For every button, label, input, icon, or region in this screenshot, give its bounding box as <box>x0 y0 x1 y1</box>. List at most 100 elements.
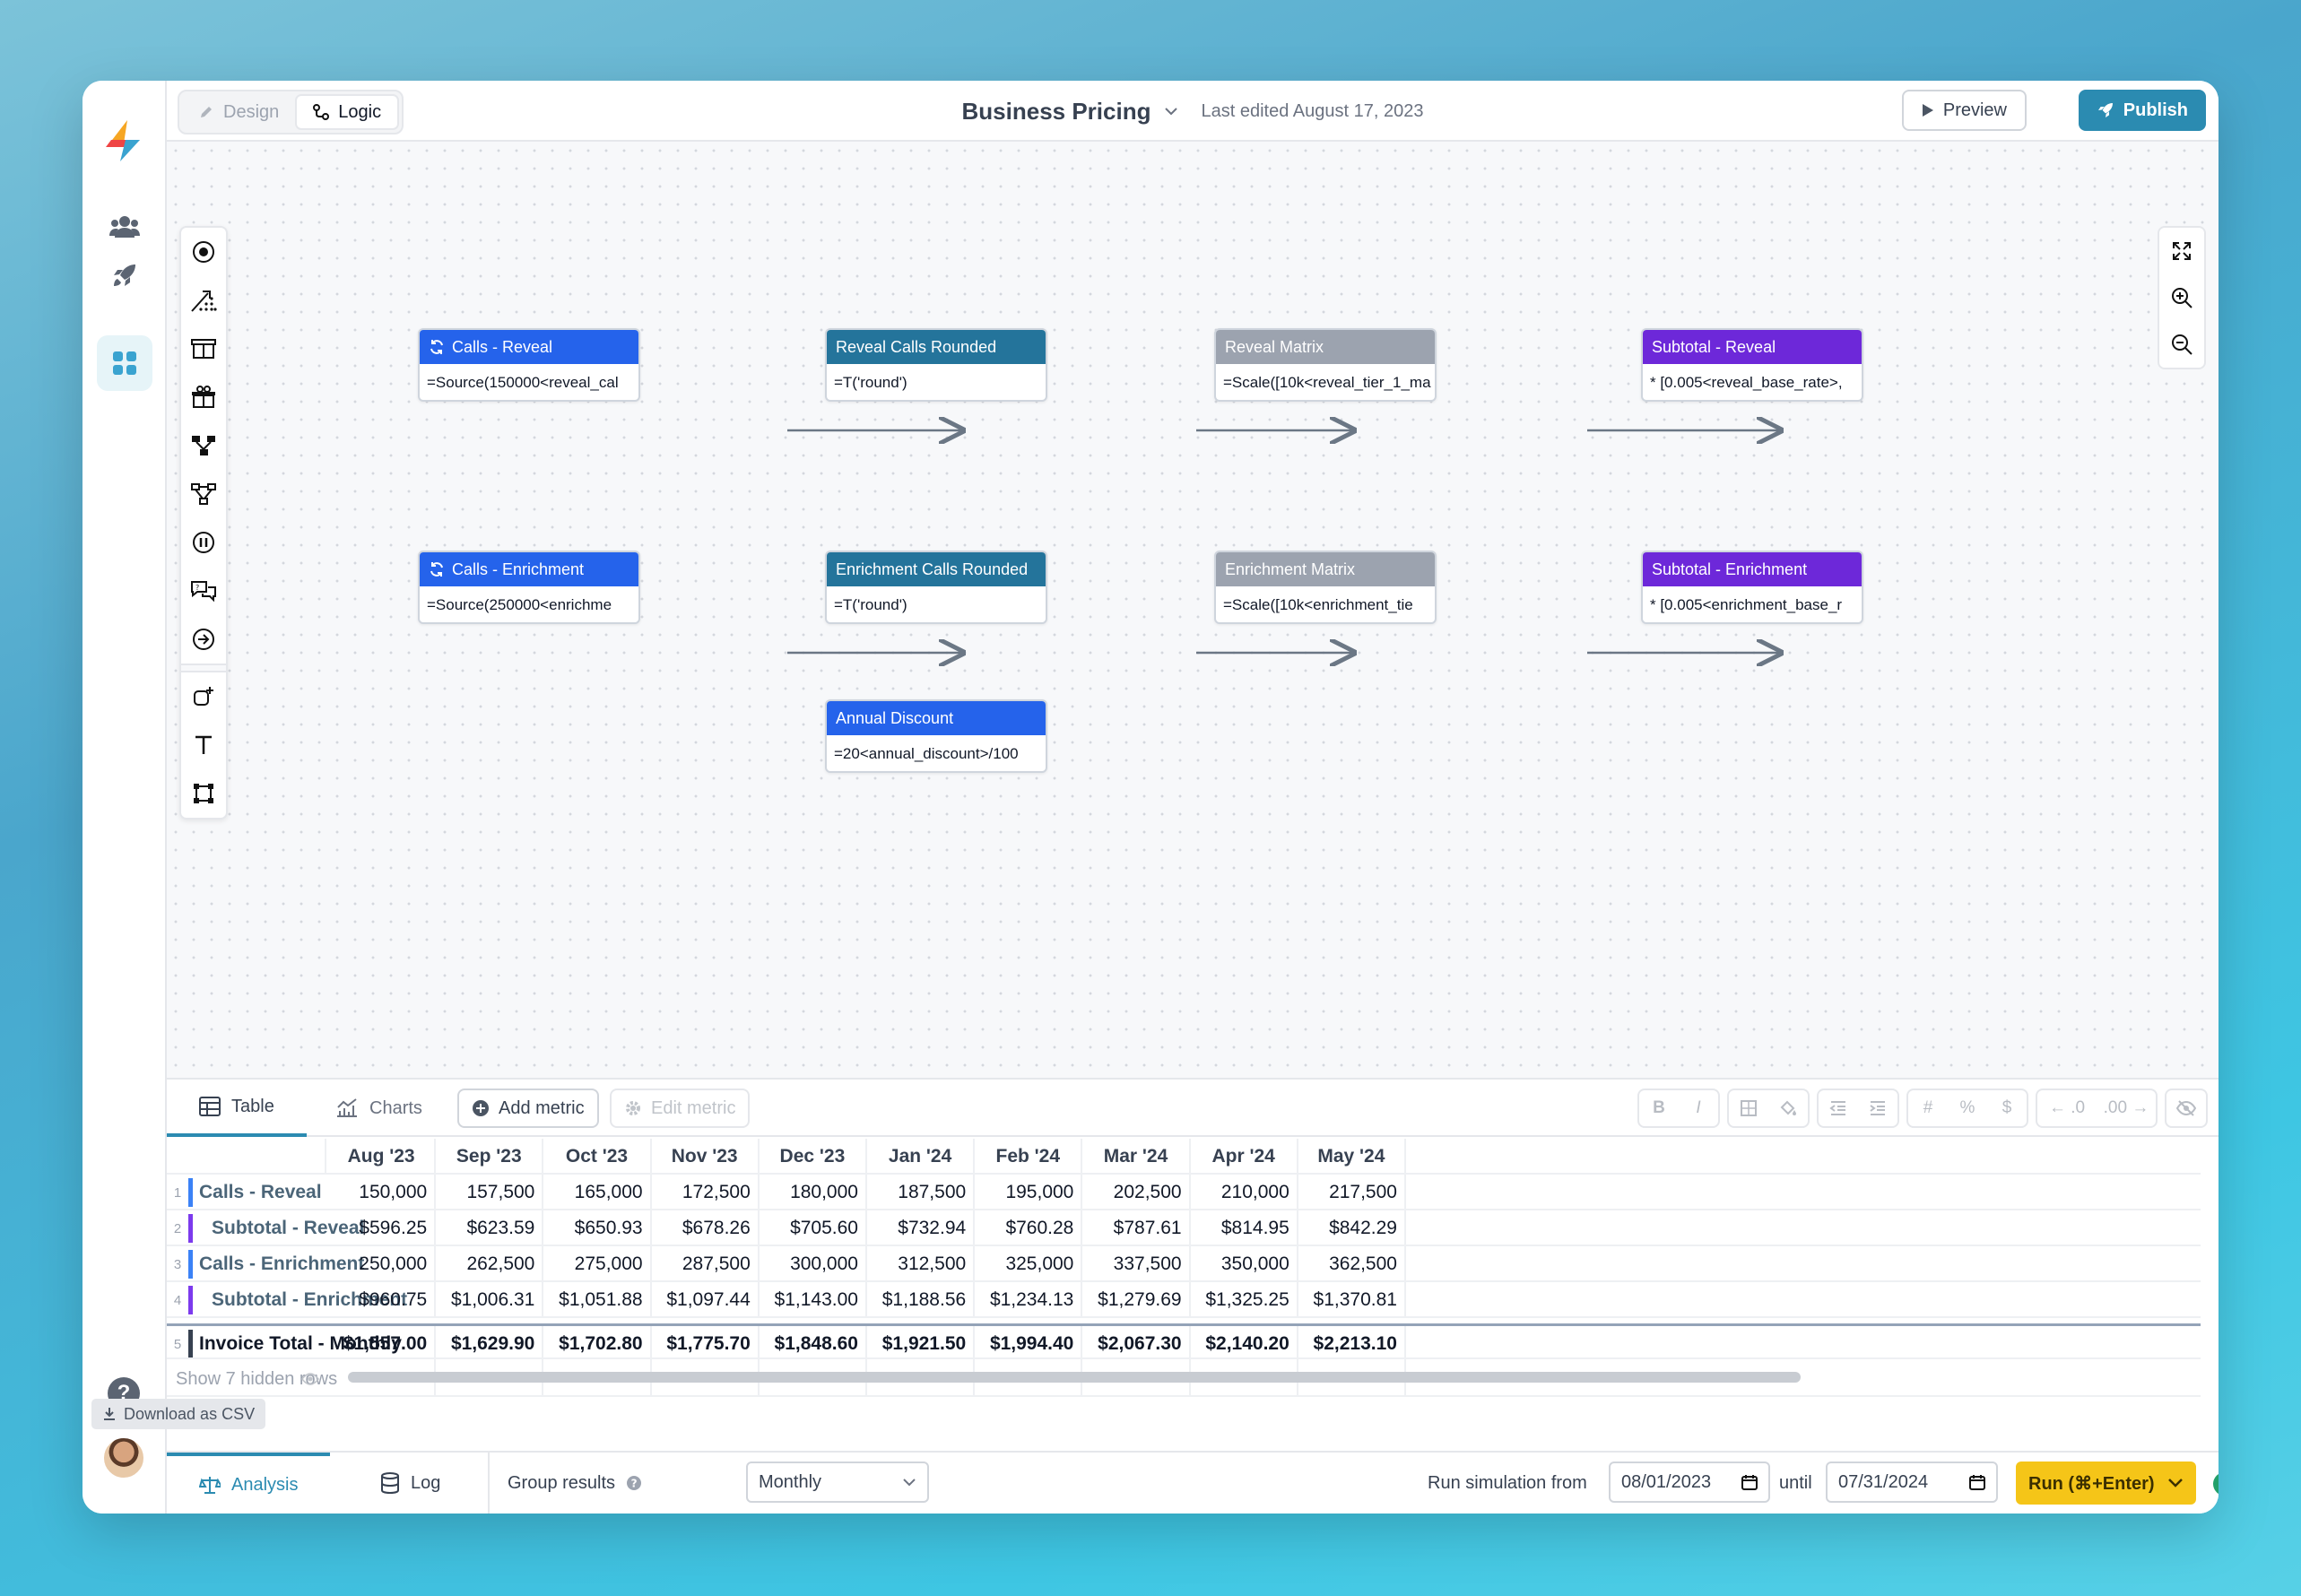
table-cell[interactable]: $1,994.40 <box>975 1326 1083 1362</box>
table-cell[interactable]: $2,213.10 <box>1298 1326 1406 1362</box>
app-logo[interactable] <box>104 118 145 163</box>
column-header[interactable]: Oct '23 <box>543 1139 652 1175</box>
growth-node-icon[interactable] <box>181 276 226 325</box>
node-formula[interactable]: =20<annual_discount>/100 <box>834 745 1019 762</box>
table-cell[interactable]: $1,557.00 <box>328 1326 437 1362</box>
logic-node[interactable]: Enrichment Calls Rounded =T('round') <box>825 551 1047 624</box>
zoom-out-icon[interactable] <box>2159 321 2204 368</box>
tab-charts[interactable]: Charts <box>303 1080 455 1137</box>
table-cell[interactable]: $1,006.31 <box>436 1282 544 1318</box>
logic-canvas[interactable]: ? Calls - Reveal =Source(150000<reveal_ca… <box>167 142 2219 1078</box>
avatar[interactable] <box>102 1436 145 1479</box>
table-cell[interactable]: 165,000 <box>543 1175 652 1210</box>
table-cell[interactable]: 187,500 <box>867 1175 976 1210</box>
design-mode-button[interactable]: Design <box>182 94 295 130</box>
table-cell[interactable]: $2,140.20 <box>1191 1326 1298 1362</box>
table-cell[interactable]: 325,000 <box>975 1246 1083 1282</box>
zoom-in-icon[interactable] <box>2159 274 2204 321</box>
table-cell[interactable]: 337,500 <box>1082 1246 1191 1282</box>
column-header[interactable]: Feb '24 <box>975 1139 1083 1175</box>
row-label[interactable]: Calls - Enrichment <box>199 1253 365 1274</box>
table-cell[interactable]: $1,097.44 <box>652 1282 760 1318</box>
table-cell[interactable]: 362,500 <box>1298 1246 1406 1282</box>
frame-tool-icon[interactable] <box>181 769 226 818</box>
tab-analysis[interactable]: Analysis <box>167 1453 331 1514</box>
network-node-icon[interactable] <box>181 470 226 518</box>
percent-format-button[interactable]: % <box>1959 1098 1975 1117</box>
node-formula[interactable]: =Source(250000<enrichme <box>427 596 612 613</box>
table-cell[interactable]: $705.60 <box>760 1210 867 1246</box>
logic-node[interactable]: Enrichment Matrix =Scale([10k<enrichment_… <box>1214 551 1437 624</box>
table-cell[interactable]: $842.29 <box>1298 1210 1406 1246</box>
group-results-select[interactable]: Monthly <box>746 1462 929 1503</box>
currency-format-button[interactable]: $ <box>2001 1098 2012 1117</box>
node-formula[interactable]: =Source(150000<reveal_cal <box>427 374 619 391</box>
table-cell[interactable]: $1,143.00 <box>760 1282 867 1318</box>
show-hidden-rows-link[interactable]: Show 7 hidden rows <box>176 1368 338 1389</box>
row-label[interactable]: Subtotal - Enrichment <box>212 1289 408 1310</box>
column-header[interactable]: Sep '23 <box>436 1139 544 1175</box>
target-node-icon[interactable] <box>181 228 226 276</box>
table-cell[interactable]: 157,500 <box>436 1175 544 1210</box>
preview-button[interactable]: Preview <box>1901 90 2027 131</box>
table-cell[interactable]: $1,848.60 <box>760 1326 867 1362</box>
table-cell[interactable]: $2,067.30 <box>1082 1326 1191 1362</box>
hide-eye-icon[interactable] <box>2166 1090 2206 1126</box>
row-label[interactable]: Invoice Total - Monthly <box>199 1333 402 1354</box>
fit-screen-icon[interactable] <box>2159 228 2204 274</box>
enter-node-icon[interactable] <box>181 615 226 664</box>
logic-node[interactable]: Annual Discount =20<annual_discount>/100 <box>825 699 1047 773</box>
increase-decimal-button[interactable]: .00 → <box>2103 1098 2149 1117</box>
table-cell[interactable]: 210,000 <box>1191 1175 1298 1210</box>
column-header[interactable]: Apr '24 <box>1191 1139 1298 1175</box>
bold-button[interactable]: B <box>1653 1098 1665 1117</box>
table-cell[interactable]: $814.95 <box>1191 1210 1298 1246</box>
table-cell[interactable]: $1,188.56 <box>867 1282 976 1318</box>
table-cell[interactable]: $1,325.25 <box>1191 1282 1298 1318</box>
edit-metric-button[interactable]: Edit metric <box>610 1089 751 1128</box>
table-cell[interactable]: 275,000 <box>543 1246 652 1282</box>
table-cell[interactable]: $1,234.13 <box>975 1282 1083 1318</box>
node-formula[interactable]: =Scale([10k<enrichment_tie <box>1223 596 1413 613</box>
logic-node[interactable]: Reveal Matrix =Scale([10k<reveal_tier_1_m… <box>1214 328 1437 402</box>
table-cell[interactable]: 217,500 <box>1298 1175 1406 1210</box>
eye-icon[interactable] <box>301 1373 319 1385</box>
row-label[interactable]: Subtotal - Reveal <box>212 1218 365 1238</box>
fill-color-icon[interactable] <box>1768 1090 1808 1126</box>
tab-table[interactable]: Table <box>167 1080 307 1137</box>
table-cell[interactable]: 262,500 <box>436 1246 544 1282</box>
indent-icon[interactable] <box>1858 1090 1897 1126</box>
table-cell[interactable]: $596.25 <box>328 1210 437 1246</box>
download-csv-button[interactable]: Download as CSV <box>91 1399 266 1429</box>
table-row[interactable]: 5 Invoice Total - Monthly $1,557.00 $1,629.… <box>167 1323 2201 1362</box>
column-header[interactable]: Aug '23 <box>328 1139 437 1175</box>
tab-log[interactable]: Log <box>380 1453 440 1514</box>
table-row[interactable]: 3 Calls - Enrichment 250,000 262,500 275,000… <box>167 1246 2201 1282</box>
border-icon[interactable] <box>1729 1090 1768 1126</box>
table-cell[interactable]: $960.75 <box>328 1282 437 1318</box>
table-cell[interactable]: $1,921.50 <box>867 1326 976 1362</box>
logic-node[interactable]: Calls - Reveal =Source(150000<reveal_cal <box>418 328 640 402</box>
chevron-down-icon[interactable] <box>2167 1478 2184 1488</box>
table-cell[interactable]: 172,500 <box>652 1175 760 1210</box>
number-format-button[interactable]: # <box>1923 1098 1933 1117</box>
column-header[interactable]: May '24 <box>1298 1139 1406 1175</box>
table-cell[interactable]: 202,500 <box>1082 1175 1191 1210</box>
split-node-icon[interactable] <box>181 421 226 470</box>
gift-node-icon[interactable] <box>181 373 226 421</box>
chat-node-icon[interactable]: ? <box>181 567 226 615</box>
table-cell[interactable]: $760.28 <box>975 1210 1083 1246</box>
logic-node[interactable]: Calls - Enrichment =Source(250000<enrichm… <box>418 551 640 624</box>
table-cell[interactable]: $623.59 <box>436 1210 544 1246</box>
from-date-input[interactable]: 08/01/2023 <box>1609 1462 1770 1503</box>
outdent-icon[interactable] <box>1819 1090 1858 1126</box>
table-cell[interactable]: $1,370.81 <box>1298 1282 1406 1318</box>
table-cell[interactable]: 287,500 <box>652 1246 760 1282</box>
decrease-decimal-button[interactable]: ← .0 <box>2048 1098 2086 1117</box>
logic-node[interactable]: Subtotal - Enrichment * [0.005<enrichment… <box>1641 551 1863 624</box>
table-cell[interactable]: 180,000 <box>760 1175 867 1210</box>
publish-button[interactable]: Publish <box>2078 90 2206 131</box>
rocket-nav-icon[interactable] <box>97 247 152 303</box>
node-formula[interactable]: * [0.005<reveal_base_rate>, <box>1650 374 1843 391</box>
table-cell[interactable]: 150,000 <box>328 1175 437 1210</box>
